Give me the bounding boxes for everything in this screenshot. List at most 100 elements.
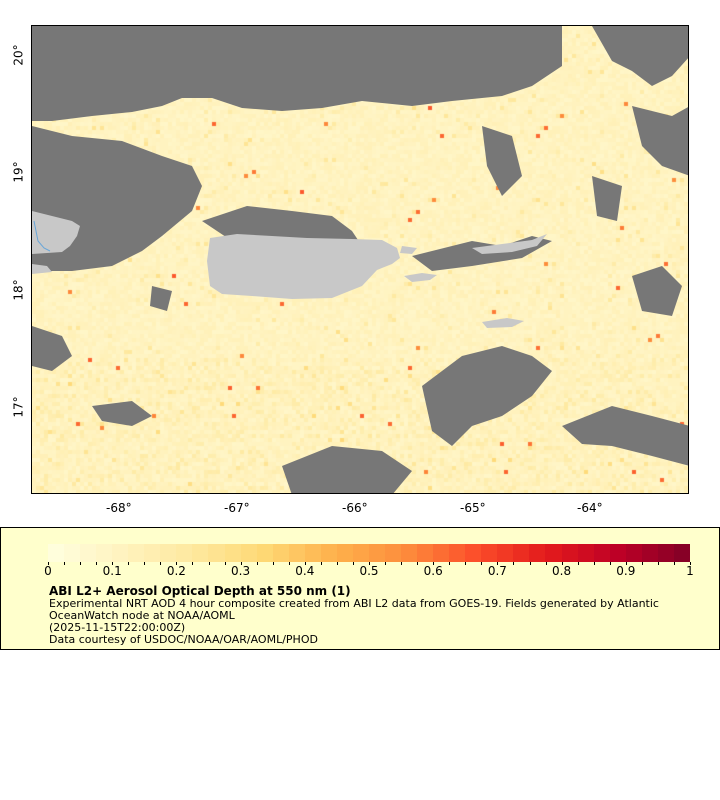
colorbar-minor-tick xyxy=(690,562,691,565)
colorbar-minor-tick xyxy=(80,562,82,565)
colorbar-segment xyxy=(561,544,578,562)
aod-map[interactable] xyxy=(31,25,689,494)
colorbar-segment xyxy=(609,544,626,562)
colorbar-segment xyxy=(48,544,65,562)
legend-panel: 0 0.1 0.2 0.3 0.4 0.5 0.6 0.7 0.8 0.9 1 ABI L2+ Ae… xyxy=(0,527,720,650)
colorbar-minor-tick xyxy=(64,562,66,565)
colorbar-segment xyxy=(481,544,498,562)
colorbar-segment xyxy=(593,544,610,562)
colorbar-minor-tick xyxy=(96,562,98,565)
lon-tick: -65° xyxy=(460,501,486,515)
colorbar-minor-tick xyxy=(545,562,547,565)
colorbar-minor-tick xyxy=(336,562,338,565)
colorbar-tick-label: 0.8 xyxy=(552,564,572,578)
colorbar-minor-tick xyxy=(272,562,274,565)
colorbar-segment xyxy=(657,544,674,562)
colorbar-minor-tick xyxy=(256,562,258,565)
colorbar-minor-tick xyxy=(48,562,49,565)
colorbar-segment xyxy=(368,544,385,562)
river xyxy=(33,220,51,252)
colorbar-minor-tick xyxy=(465,562,467,565)
colorbar-tick-label: 0.2 xyxy=(166,564,186,578)
legend-credit: Data courtesy of USDOC/NOAA/OAR/AOML/PHO… xyxy=(49,633,318,646)
colorbar-segment xyxy=(176,544,193,562)
colorbar-segment xyxy=(80,544,97,562)
colorbar-minor-tick xyxy=(529,562,531,565)
lat-tick: 20° xyxy=(11,44,26,66)
colorbar-segment xyxy=(545,544,562,562)
colorbar-segment xyxy=(625,544,642,562)
colorbar-minor-tick xyxy=(449,562,451,565)
legend-description-cont: OceanWatch node at NOAA/AOML xyxy=(49,609,235,622)
colorbar-tick-label: 0.1 xyxy=(102,564,122,578)
lon-tick: -68° xyxy=(106,501,132,515)
colorbar-minor-tick xyxy=(593,562,595,565)
colorbar-minor-tick xyxy=(481,562,483,565)
map-overlay xyxy=(32,26,688,493)
legend-title: ABI L2+ Aerosol Optical Depth at 550 nm … xyxy=(49,584,351,598)
colorbar-minor-tick xyxy=(112,562,114,565)
colorbar-segment xyxy=(240,544,257,562)
colorbar-minor-tick xyxy=(240,562,242,565)
colorbar-segment xyxy=(433,544,450,562)
colorbar-segment xyxy=(641,544,658,562)
colorbar-minor-tick xyxy=(224,562,226,565)
lat-tick: 17° xyxy=(11,396,26,418)
colorbar-segment xyxy=(352,544,369,562)
colorbar xyxy=(48,544,690,562)
colorbar-minor-tick xyxy=(176,562,178,565)
colorbar-segment xyxy=(208,544,225,562)
colorbar-tick-label: 0.9 xyxy=(616,564,636,578)
colorbar-segment xyxy=(192,544,209,562)
colorbar-tick-label: 0.3 xyxy=(231,564,251,578)
colorbar-segment xyxy=(673,544,690,562)
colorbar-segment xyxy=(160,544,177,562)
colorbar-minor-tick xyxy=(144,562,146,565)
colorbar-tick-label: 0.6 xyxy=(423,564,443,578)
colorbar-segment xyxy=(449,544,466,562)
lon-tick: -64° xyxy=(577,501,603,515)
colorbar-minor-tick xyxy=(433,562,435,565)
colorbar-tick-label: 0.5 xyxy=(359,564,379,578)
colorbar-segment xyxy=(401,544,418,562)
colorbar-segment xyxy=(96,544,113,562)
colorbar-minor-tick xyxy=(208,562,210,565)
lon-tick: -67° xyxy=(224,501,250,515)
hispaniola xyxy=(32,211,80,254)
colorbar-minor-tick xyxy=(401,562,403,565)
lat-tick: 18° xyxy=(11,279,26,301)
colorbar-minor-tick xyxy=(417,562,419,565)
colorbar-segment xyxy=(256,544,273,562)
colorbar-segment xyxy=(272,544,289,562)
colorbar-minor-tick xyxy=(673,562,675,565)
colorbar-segment xyxy=(417,544,434,562)
colorbar-segment xyxy=(513,544,530,562)
colorbar-minor-tick xyxy=(304,562,306,565)
land xyxy=(32,211,547,328)
lon-tick: -66° xyxy=(342,501,368,515)
colorbar-segment xyxy=(144,544,161,562)
colorbar-minor-tick xyxy=(609,562,611,565)
colorbar-minor-tick xyxy=(288,562,290,565)
colorbar-minor-tick xyxy=(160,562,162,565)
colorbar-segment xyxy=(384,544,402,562)
colorbar-tick-label: 0 xyxy=(44,564,52,578)
legend-time: (2025-11-15T22:00:00Z) xyxy=(49,621,186,634)
colorbar-segment xyxy=(112,544,129,562)
colorbar-minor-tick xyxy=(641,562,643,565)
lat-tick: 19° xyxy=(11,161,26,183)
colorbar-tick-label: 1 xyxy=(686,564,694,578)
colorbar-segment xyxy=(224,544,241,562)
colorbar-minor-tick xyxy=(561,562,563,565)
colorbar-segment xyxy=(577,544,594,562)
colorbar-minor-tick xyxy=(352,562,354,565)
vieques xyxy=(404,273,437,282)
colorbar-segment xyxy=(336,544,353,562)
colorbar-segment xyxy=(529,544,546,562)
colorbar-tick-label: 0.7 xyxy=(487,564,507,578)
colorbar-minor-tick xyxy=(320,562,322,565)
colorbar-segment xyxy=(465,544,482,562)
colorbar-segment xyxy=(128,544,145,562)
colorbar-minor-tick xyxy=(497,562,499,565)
colorbar-segment xyxy=(497,544,514,562)
